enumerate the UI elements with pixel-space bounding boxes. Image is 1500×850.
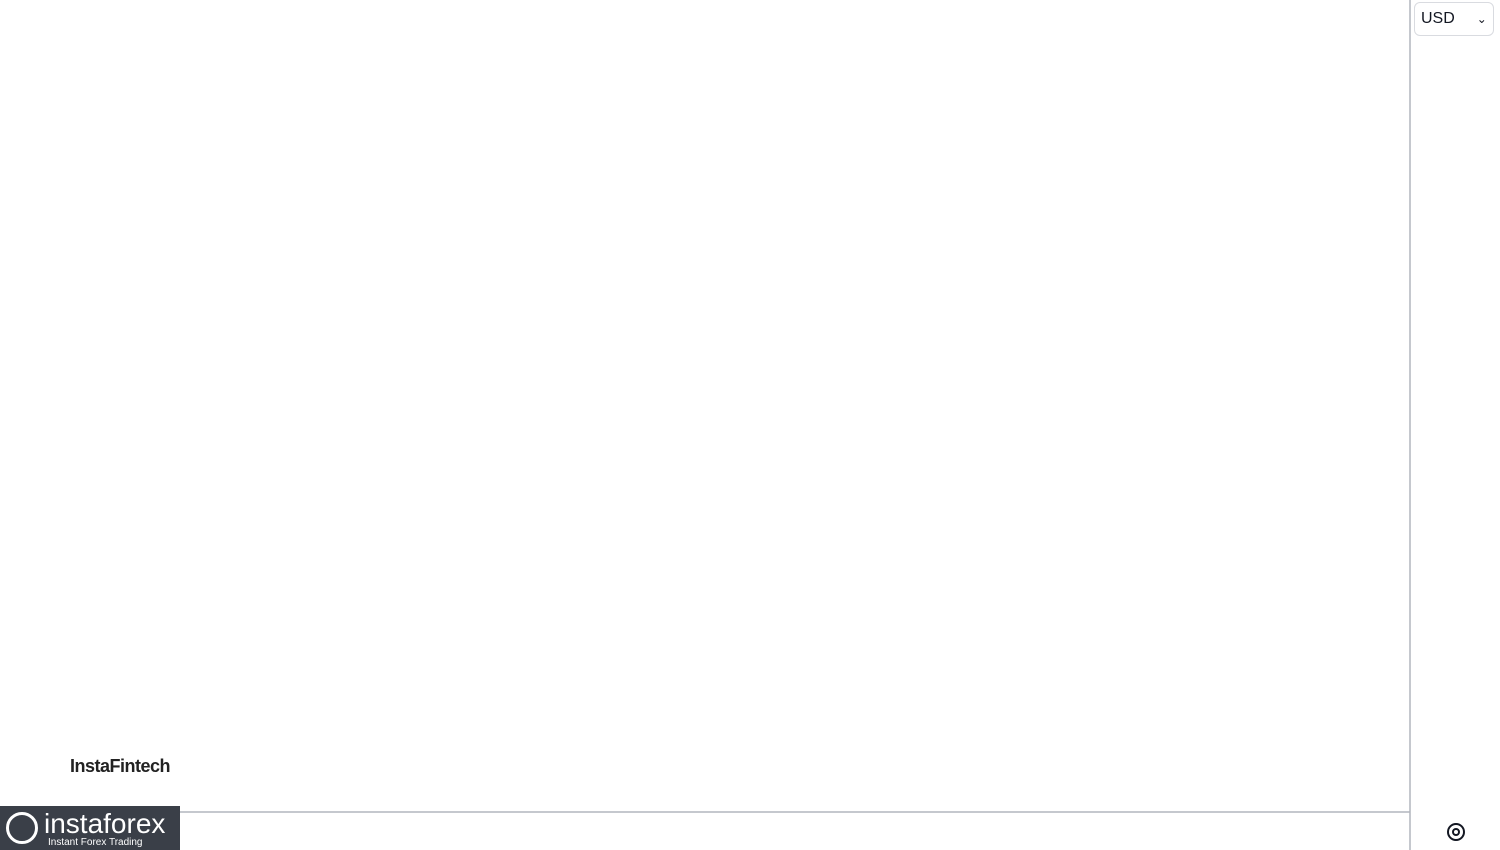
axes	[0, 0, 1465, 850]
settings-icon[interactable]	[1447, 823, 1465, 841]
brand-mark	[6, 812, 38, 844]
currency-select[interactable]: USD ⌄	[1414, 2, 1494, 36]
logo-overlay: InstaFintech	[57, 733, 183, 800]
brand-logo: instaforex Instant Forex Trading	[0, 806, 180, 850]
brand-name: instaforex	[44, 808, 166, 839]
currency: USD	[1421, 10, 1455, 27]
chevron: ⌄	[1476, 12, 1487, 26]
brand-tagline: Instant Forex Trading	[48, 837, 143, 848]
